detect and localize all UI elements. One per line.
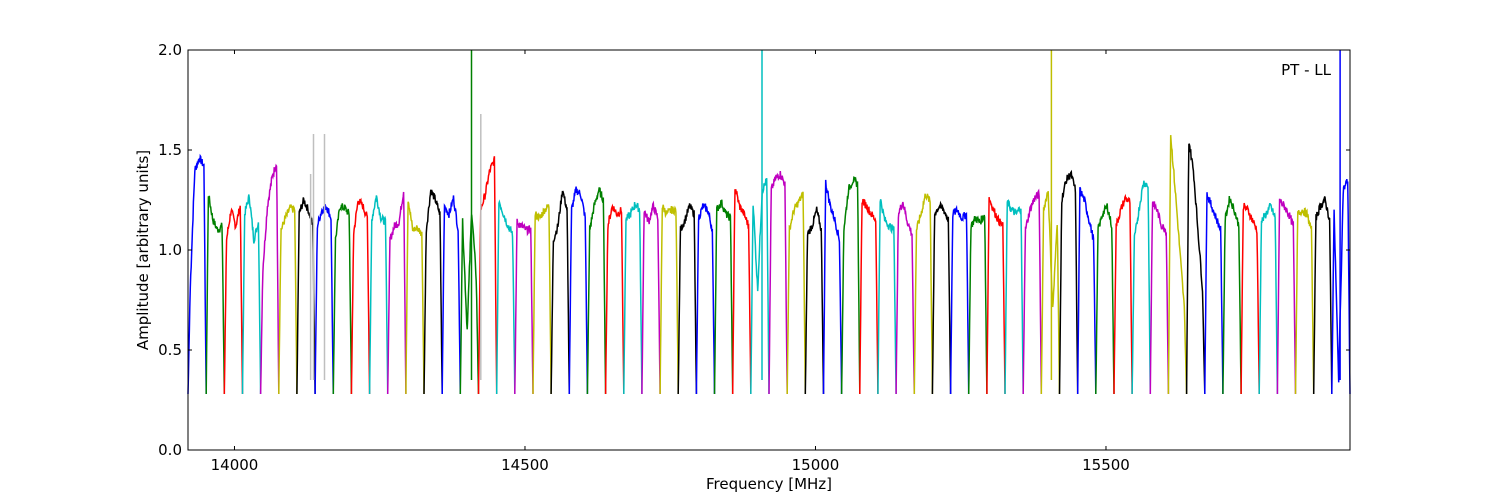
annotation-label: PT - LL [1281,61,1332,79]
series-line-39 [895,201,916,395]
ticks-layer: 14000 14500 15000 15500 0.0 0.5 1.0 1.5 2.0 [158,41,1350,474]
series-line-22 [586,187,607,395]
series-line-29 [713,199,734,395]
series-line-56 [1204,192,1224,395]
series-line-4 [259,163,280,395]
series-line-8 [332,203,353,395]
y-tick-label-4: 2.0 [158,41,182,59]
series-line-32 [768,170,788,395]
series-line-63 [1331,179,1351,395]
series-line-57 [1222,196,1242,395]
series-line-6 [296,197,316,395]
series-line-51 [1113,193,1133,395]
series-line-13 [423,189,443,395]
series-line-3 [241,194,262,395]
series-line-53 [1149,201,1170,395]
series-line-62 [1312,196,1333,395]
series-line-40 [913,193,934,395]
series-line-25 [641,200,661,395]
y-tick-label-3: 1.5 [158,141,182,159]
y-tick-label-0: 0.0 [158,441,182,459]
y-axis-label: Amplitude [arbitrary units] [134,150,152,350]
series-line-11 [386,191,407,395]
series-line-26 [659,204,679,395]
series-line-50 [1095,203,1115,395]
series-line-21 [568,186,589,395]
series-line-48 [1058,169,1079,395]
series-line-41 [931,200,952,395]
series-line-42 [949,204,970,395]
series-layer [187,50,1351,395]
series-line-52 [1131,180,1152,395]
series-line-58 [1240,202,1260,395]
series-line-9 [350,197,371,395]
series-line-45 [1004,198,1024,395]
series-line-47 [1040,191,1061,395]
series-line-0 [187,153,207,395]
y-tick-label-2: 1.0 [158,241,182,259]
series-line-37 [859,198,879,395]
series-line-34 [804,206,825,395]
series-line-17 [495,199,516,395]
series-line-10 [368,195,389,395]
x-tick-label-0: 14000 [211,456,259,474]
series-line-49 [1076,186,1097,395]
series-line-1 [205,195,226,395]
series-line-36 [840,176,861,395]
series-line-55 [1185,143,1206,395]
series-line-38 [877,199,897,395]
series-line-19 [532,204,552,395]
x-tick-label-2: 15000 [792,456,840,474]
x-tick-label-3: 15500 [1082,456,1130,474]
series-line-59 [1258,203,1279,395]
series-line-15 [459,214,480,395]
series-line-54 [1167,135,1188,395]
series-line-27 [677,203,698,395]
series-line-24 [623,202,643,395]
series-line-43 [967,214,988,395]
series-line-20 [550,190,571,395]
series-line-28 [695,203,716,395]
x-axis-label: Frequency [MHz] [706,475,832,493]
y-tick-label-1: 0.5 [158,341,182,359]
series-line-33 [786,191,807,395]
series-line-14 [441,195,462,395]
series-line-31 [750,177,770,395]
series-line-60 [1276,198,1297,395]
series-line-12 [405,201,425,395]
x-tick-label-1: 14500 [501,456,549,474]
series-line-35 [822,179,843,395]
series-line-5 [278,204,298,395]
series-line-18 [514,218,534,395]
series-line-30 [731,188,752,395]
series-line-44 [986,197,1006,395]
series-line-2 [223,205,244,395]
series-line-46 [1022,188,1043,395]
series-line-61 [1294,207,1315,395]
series-line-23 [604,203,625,395]
